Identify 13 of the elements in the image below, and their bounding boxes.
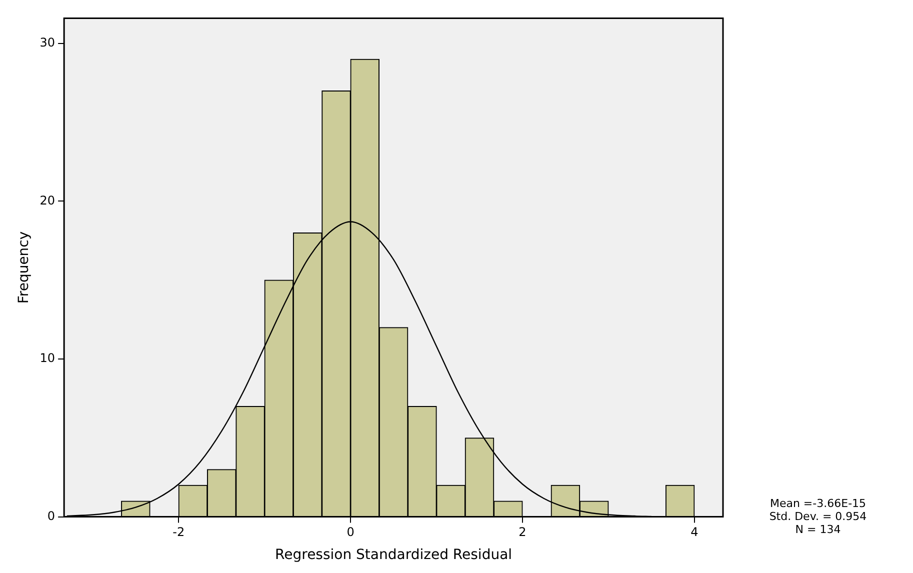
y-tick-label: 10 xyxy=(40,351,56,366)
y-tick-label: 20 xyxy=(40,193,56,208)
x-axis-title: Regression Standardized Residual xyxy=(275,547,512,564)
text: N = 134 xyxy=(795,522,841,536)
y-tick-label: 30 xyxy=(40,36,56,50)
y-tick-label: 0 xyxy=(47,508,56,523)
x-tick-label: 2 xyxy=(518,525,526,540)
x-tick-label: 0 xyxy=(346,525,354,540)
y-axis-title: Frequency xyxy=(16,231,32,304)
x-tick-label: 4 xyxy=(690,525,698,540)
x-tick-label: -2 xyxy=(172,525,185,540)
text: Mean =-3.66E-15 xyxy=(770,496,866,510)
text: Std. Dev. = 0.954 xyxy=(769,510,867,523)
